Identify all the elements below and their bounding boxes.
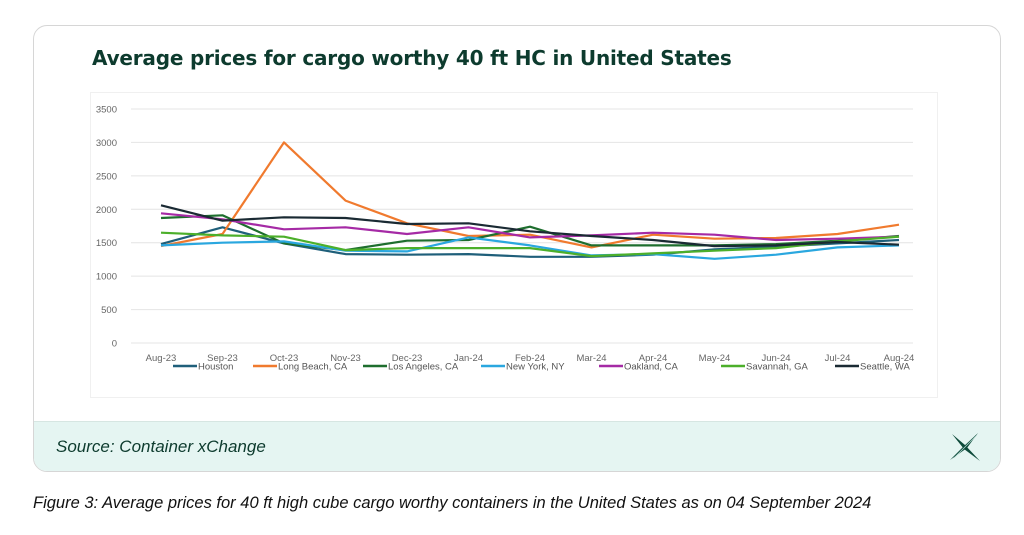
y-tick-label: 500 — [101, 305, 117, 316]
y-tick-label: 2500 — [96, 171, 117, 182]
y-tick-label: 3500 — [96, 105, 117, 116]
line-chart: 0 500 1000 1500 2000 2500 3000 3500 Aug-23 Sep-23… — [96, 105, 915, 373]
chart-card: Average prices for cargo worthy 40 ft HC… — [33, 25, 1001, 472]
chart-area: 0 500 1000 1500 2000 2500 3000 3500 Aug-23 Sep-23… — [90, 92, 938, 398]
series-line-savannah-ga — [160, 231, 900, 258]
y-tick-label: 0 — [112, 339, 117, 350]
x-tick-label: Mar-24 — [576, 353, 606, 364]
source-footer: Source: Container xChange — [34, 421, 1000, 471]
x-tick-label: May-24 — [699, 353, 731, 364]
legend-label: Houston — [198, 362, 233, 373]
legend-label: New York, NY — [506, 362, 565, 373]
series-line-long-beach-ca — [160, 141, 900, 249]
series-line-oakland-ca — [160, 212, 900, 242]
x-tick-label: Aug-23 — [146, 353, 177, 364]
series-line-new-york-ny — [160, 236, 900, 260]
x-tick-label: Aug-24 — [884, 353, 915, 364]
x-tick-label: Oct-23 — [270, 353, 299, 364]
figure-caption: Figure 3: Average prices for 40 ft high … — [33, 494, 872, 512]
y-tick-label: 3000 — [96, 138, 117, 149]
x-tick-label: Feb-24 — [515, 353, 545, 364]
container-xchange-logo-icon — [950, 433, 980, 461]
x-tick-label: Dec-23 — [392, 353, 423, 364]
x-tick-label: Jan-24 — [454, 353, 483, 364]
x-tick-label: Jul-24 — [825, 353, 851, 364]
legend-label: Savannah, GA — [746, 362, 808, 373]
source-text: Source: Container xChange — [56, 437, 266, 456]
series-line-seattle-wa — [160, 204, 900, 248]
legend-label: Los Angeles, CA — [388, 362, 459, 373]
y-tick-label: 1500 — [96, 238, 117, 249]
legend-label: Oakland, CA — [624, 362, 679, 373]
y-tick-label: 1000 — [96, 272, 117, 283]
chart-title: Average prices for cargo worthy 40 ft HC… — [92, 46, 732, 70]
legend-label: Long Beach, CA — [278, 362, 348, 373]
series-line-los-angeles-ca — [160, 214, 900, 252]
legend-label: Seattle, WA — [860, 362, 910, 373]
x-tick-label: Apr-24 — [639, 353, 668, 364]
y-tick-label: 2000 — [96, 205, 117, 216]
x-tick-label: Sep-23 — [207, 353, 238, 364]
x-tick-label: Jun-24 — [761, 353, 790, 364]
x-tick-label: Nov-23 — [330, 353, 361, 364]
